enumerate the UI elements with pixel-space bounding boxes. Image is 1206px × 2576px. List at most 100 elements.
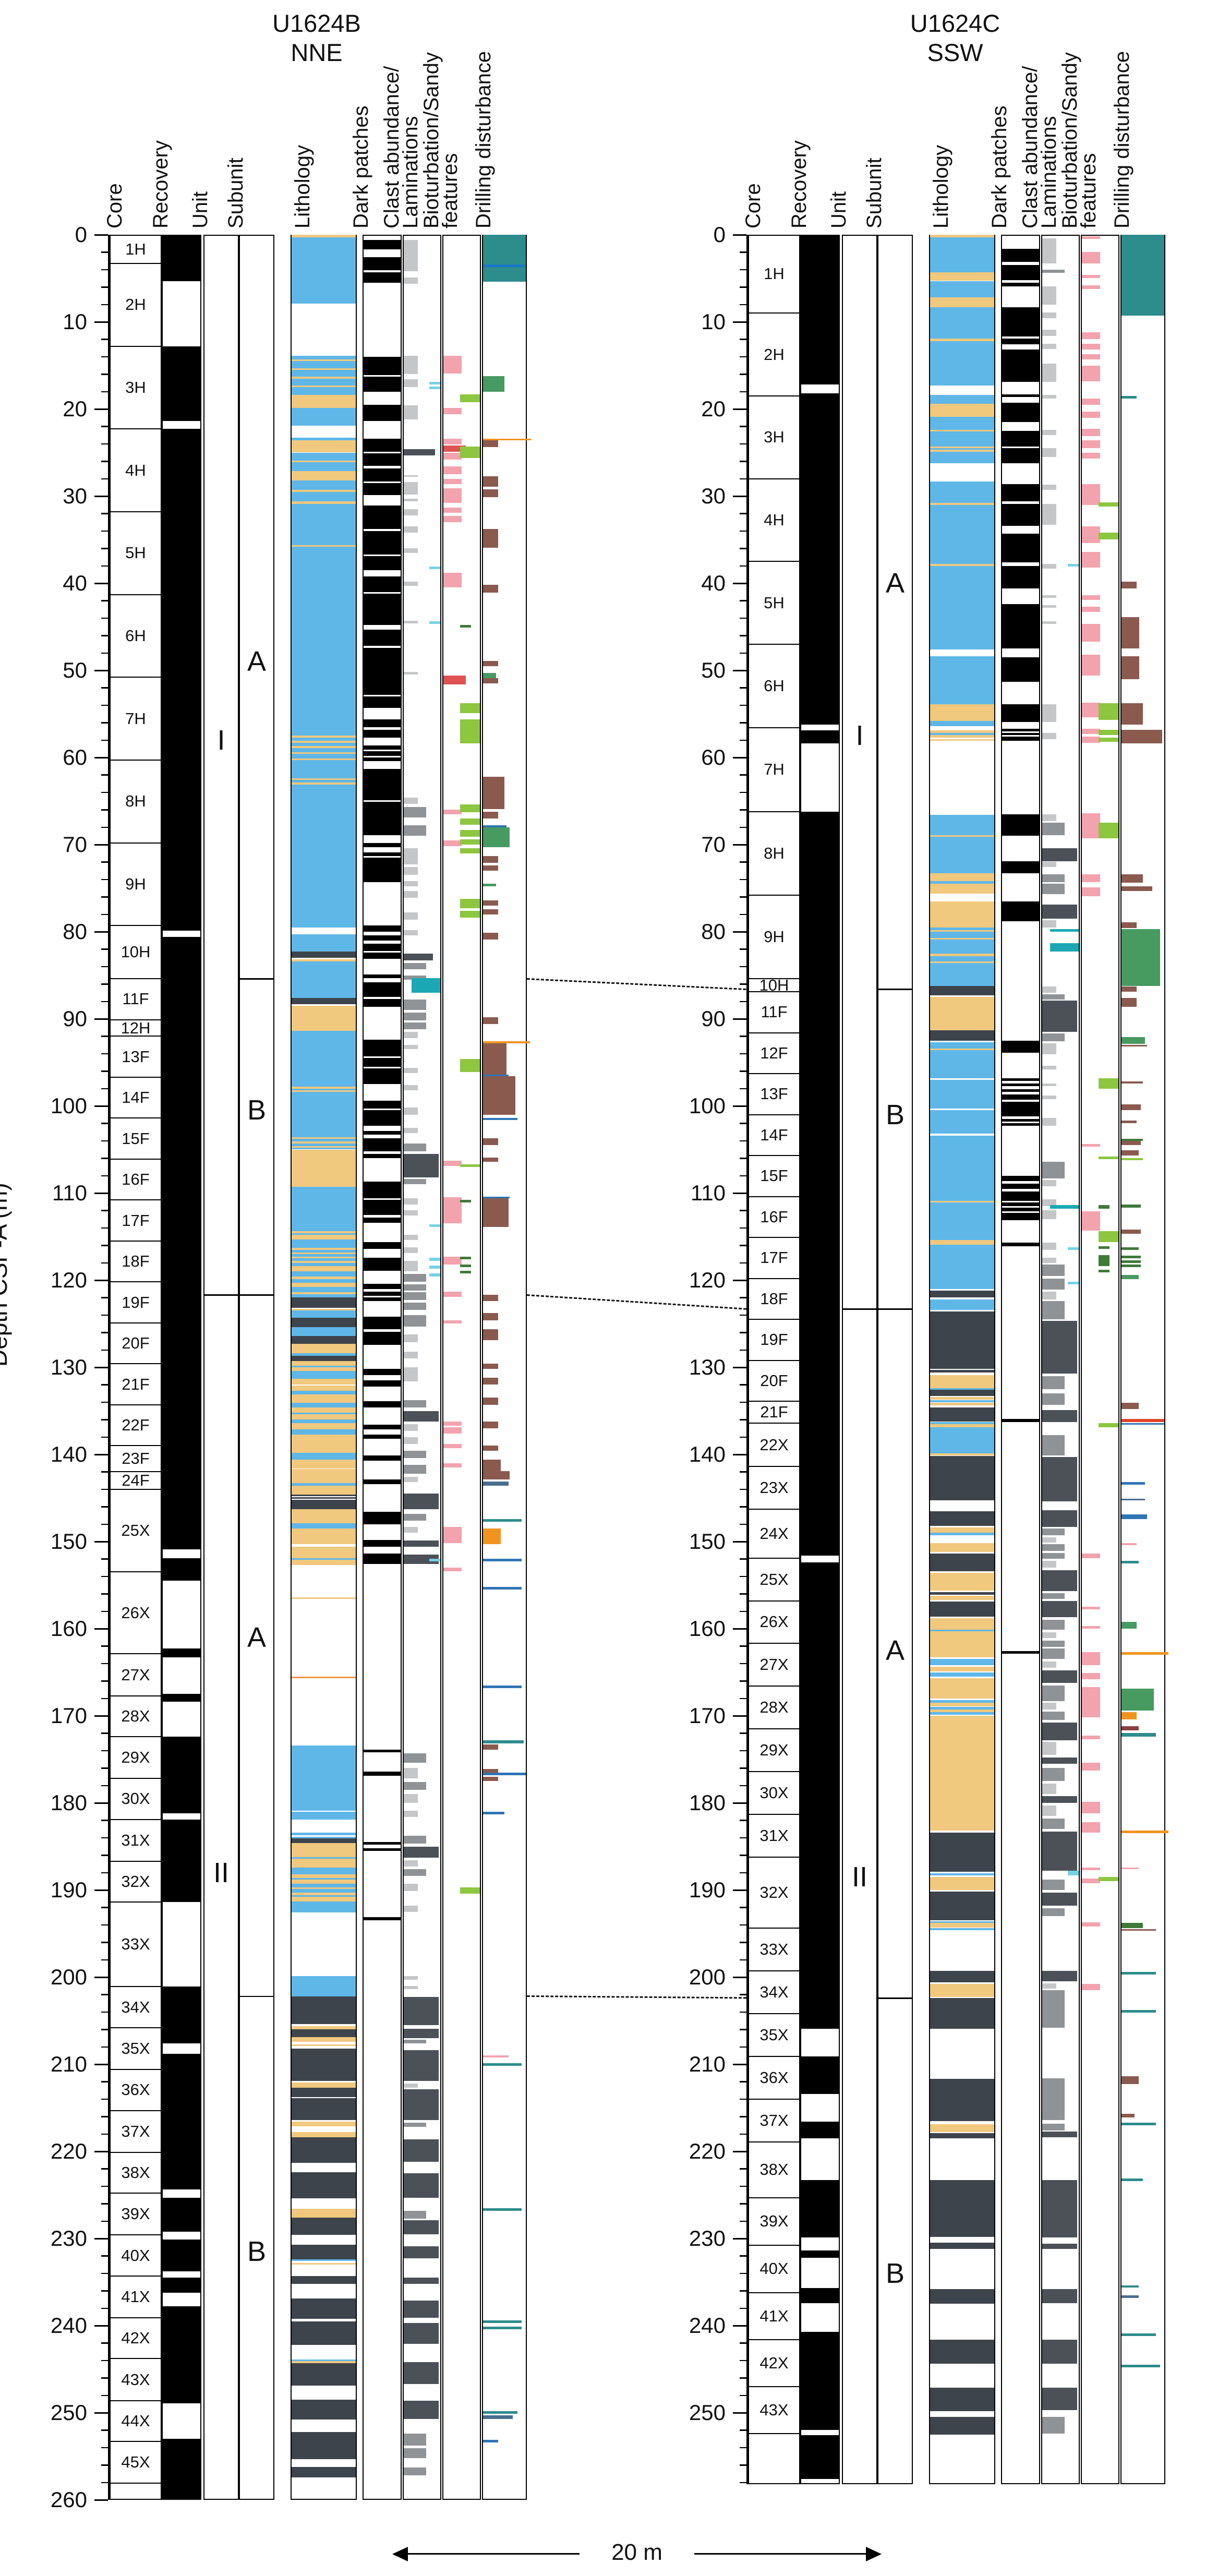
dark-patch-bar	[364, 1401, 401, 1407]
clast-bar	[404, 1235, 418, 1241]
depth-tick-minor	[101, 878, 108, 881]
depth-tick-major	[94, 2412, 108, 2414]
depth-tick-minor	[740, 739, 746, 741]
depth-tick-minor	[101, 826, 108, 828]
clast-bar	[404, 620, 418, 623]
lithology-interval	[292, 1252, 356, 1254]
dark-patch-bar	[364, 1242, 401, 1249]
depth-tick-minor	[740, 635, 746, 636]
bioturbation-sandy-column	[1081, 235, 1119, 2484]
clast-bar	[404, 2246, 439, 2259]
depth-tick-major	[733, 1193, 746, 1194]
lithology-interval	[930, 2387, 994, 2411]
sandy-feature-bar	[1098, 1269, 1109, 1272]
drilling-bar	[1121, 1230, 1141, 1234]
clast-bar	[1042, 1033, 1065, 1042]
depth-tick-label: 250	[50, 2400, 87, 2425]
depth-tick-minor	[740, 1297, 746, 1298]
core-label: 8H	[125, 792, 146, 811]
clast-bar	[1042, 1796, 1077, 1803]
lithology-interval	[292, 1139, 356, 1142]
lithology-interval	[930, 932, 994, 938]
lithology-interval	[292, 2209, 356, 2218]
depth-tick-minor	[101, 704, 108, 706]
drilling-bar	[483, 2411, 517, 2414]
lithology-interval	[292, 1838, 356, 1843]
lithology-interval	[292, 2098, 356, 2120]
depth-tick-minor	[101, 896, 108, 898]
dark-patch-bar	[364, 1068, 401, 1085]
core-boundary	[110, 1363, 162, 1365]
dark-patch-bar	[364, 1257, 401, 1271]
depth-tick-label: 10	[701, 309, 726, 334]
lithology-interval	[292, 501, 356, 504]
core-column	[748, 235, 800, 2484]
lithology-interval	[930, 2180, 994, 2237]
recovery-bar	[163, 2306, 200, 2403]
core-boundary	[748, 811, 800, 812]
depth-axis	[746, 235, 748, 2484]
depth-tick-minor	[740, 913, 746, 916]
dark-patch-bar	[1002, 484, 1039, 501]
sandy-feature-bar	[1098, 703, 1118, 720]
lithology-interval	[930, 1832, 994, 1872]
depth-tick-minor	[101, 513, 108, 514]
depth-tick-minor	[740, 1140, 746, 1142]
depth-tick-minor	[740, 983, 746, 985]
bioturbation-bar	[443, 1161, 462, 1166]
column-header-text: Dark patches	[349, 105, 372, 228]
lithology-interval	[930, 1602, 994, 1617]
dark-patch-bar	[364, 1771, 401, 1776]
dark-patch-bar	[364, 257, 401, 271]
depth-tick-minor	[740, 478, 746, 480]
core-boundary	[748, 1032, 800, 1033]
clast-bar	[404, 548, 418, 553]
clast-bar	[404, 1022, 427, 1030]
lithology-interval	[930, 1631, 994, 1658]
core-boundary	[748, 395, 800, 396]
dark-patch-bar	[364, 1110, 401, 1126]
lithology-interval	[292, 1996, 356, 2025]
drilling-bar	[483, 678, 498, 684]
depth-tick-minor	[740, 1680, 746, 1682]
depth-tick-label: 20	[63, 396, 87, 421]
depth-tick-label: 10	[63, 309, 87, 334]
lithology-interval	[292, 1403, 356, 1407]
sandy-feature-bar	[1098, 502, 1118, 507]
depth-tick-minor	[101, 1645, 108, 1647]
clast-bar	[404, 1906, 418, 1912]
core-label: 24X	[759, 1524, 789, 1543]
dark-patch-bar	[364, 594, 401, 625]
bioturbation-bar	[443, 478, 462, 484]
sandy-feature-bar	[1098, 729, 1118, 735]
core-boundary	[748, 2339, 800, 2340]
lithology-interval	[292, 1884, 356, 1887]
dark-patch-bar	[1002, 350, 1039, 382]
dark-patch-bar	[364, 1317, 401, 1329]
recovery-bar	[163, 1648, 200, 1658]
bioturbation-bar	[1082, 332, 1100, 340]
lithology-interval	[930, 1710, 994, 1713]
depth-tick-label: 220	[689, 2139, 726, 2163]
lithology-interval	[292, 1391, 356, 1394]
lithology-interval	[930, 1453, 994, 1455]
lithology-interval	[292, 1031, 356, 1087]
lithology-interval	[292, 237, 356, 304]
dark-patch-bar	[364, 1425, 401, 1429]
sandy-feature-bar	[460, 719, 480, 744]
bioturbation-bar	[1082, 1802, 1100, 1814]
drilling-bar	[1121, 1423, 1164, 1425]
lithology-interval	[930, 338, 994, 341]
bioturbation-bar	[443, 1427, 462, 1434]
drilling-bar	[1121, 1689, 1154, 1711]
core-boundary	[110, 2027, 162, 2028]
bioturbation-bar	[443, 466, 462, 475]
dark-patch-bar	[1002, 861, 1039, 874]
lithology-interval	[292, 1309, 356, 1311]
clast-bar	[1042, 1971, 1077, 1982]
core-boundary	[748, 2386, 800, 2387]
clast-bar	[1042, 1301, 1065, 1320]
depth-tick-minor	[101, 913, 108, 916]
clast-bar	[404, 1477, 418, 1483]
depth-tick-minor	[101, 1314, 108, 1316]
